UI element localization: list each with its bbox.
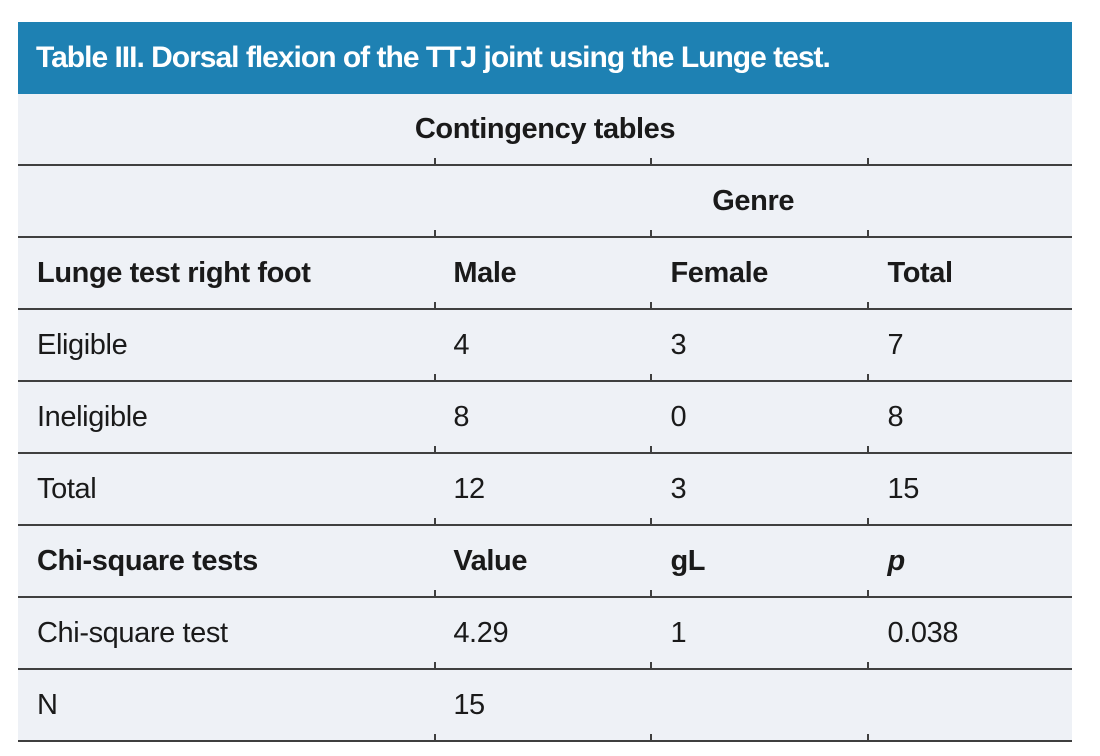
col-header-p: p xyxy=(887,544,906,577)
table-row-total: Total 12 3 15 xyxy=(18,454,1072,526)
table-row-n: N 15 xyxy=(18,670,1072,742)
value-female: 0 xyxy=(670,400,687,433)
value-female: 3 xyxy=(670,328,687,361)
value-total: 8 xyxy=(887,400,904,433)
row-label: Eligible xyxy=(37,328,128,361)
row-label: N xyxy=(37,688,58,721)
row-label: Ineligible xyxy=(37,400,148,433)
value-total: 7 xyxy=(887,328,904,361)
table-row-ineligible: Ineligible 8 0 8 xyxy=(18,382,1072,454)
chi-square-header-row: Chi-square tests Value gL p xyxy=(18,526,1072,598)
col-header-gl: gL xyxy=(670,544,706,577)
value-female: 3 xyxy=(670,472,687,505)
value-n: 15 xyxy=(453,688,485,721)
table-subtitle: Contingency tables xyxy=(414,112,676,145)
table-row-chi-square-test: Chi-square test 4.29 1 0.038 xyxy=(18,598,1072,670)
value-total: 15 xyxy=(887,472,920,505)
col-header-total: Total xyxy=(887,256,954,289)
table-title: Table III. Dorsal flexion of the TTJ joi… xyxy=(36,41,831,74)
row-label: Total xyxy=(37,472,97,505)
table-row-eligible: Eligible 4 3 7 xyxy=(18,310,1072,382)
group-header-genre: Genre xyxy=(712,184,795,217)
row-label: Chi-square test xyxy=(37,616,228,649)
value-male: 4 xyxy=(453,328,470,361)
contingency-header-row: Lunge test right foot Male Female Total xyxy=(18,238,1072,310)
paper-table-figure: Table III. Dorsal flexion of the TTJ joi… xyxy=(18,22,1072,742)
subtitle-row: Contingency tables xyxy=(18,94,1072,166)
value-p: 0.038 xyxy=(887,616,959,649)
col-header-female: Female xyxy=(670,256,768,289)
col-header-chi-square-tests: Chi-square tests xyxy=(37,544,258,577)
value-gl: 1 xyxy=(670,616,687,649)
col-header-row-label: Lunge test right foot xyxy=(37,256,311,289)
value-chi: 4.29 xyxy=(453,616,509,649)
value-male: 8 xyxy=(453,400,470,433)
value-male: 12 xyxy=(453,472,485,505)
col-header-value: Value xyxy=(453,544,528,577)
group-header-row: Genre xyxy=(18,166,1072,238)
col-header-male: Male xyxy=(453,256,517,289)
table-title-bar: Table III. Dorsal flexion of the TTJ joi… xyxy=(18,22,1072,94)
